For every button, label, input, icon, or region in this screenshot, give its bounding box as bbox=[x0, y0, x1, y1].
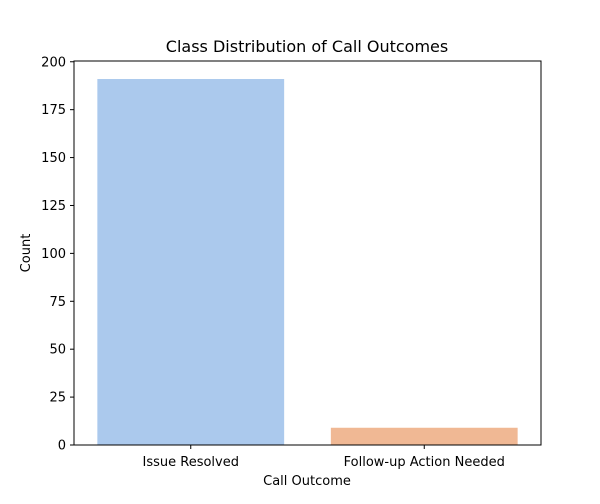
y-tick-label: 50 bbox=[49, 343, 66, 358]
x-tick-label: Issue Resolved bbox=[143, 455, 239, 470]
y-tick-label: 0 bbox=[58, 439, 66, 454]
y-tick-label: 175 bbox=[41, 103, 66, 118]
x-axis: Issue Resolved Follow-up Action Needed bbox=[143, 445, 505, 470]
y-tick-label: 200 bbox=[41, 55, 66, 70]
bars-layer bbox=[97, 79, 518, 446]
y-tick-label: 100 bbox=[41, 247, 66, 262]
y-tick-label: 75 bbox=[49, 295, 66, 310]
y-tick-label: 25 bbox=[49, 391, 66, 406]
y-axis: 0 25 50 75 100 125 150 175 200 bbox=[41, 55, 74, 454]
y-axis-label: Count bbox=[19, 234, 34, 273]
bar-0 bbox=[97, 79, 285, 446]
chart-title: Class Distribution of Call Outcomes bbox=[166, 37, 448, 56]
x-axis-label: Call Outcome bbox=[263, 474, 351, 489]
bar-1 bbox=[330, 427, 518, 445]
x-tick-label: Follow-up Action Needed bbox=[344, 455, 505, 470]
y-tick-label: 125 bbox=[41, 199, 66, 214]
y-tick-label: 150 bbox=[41, 151, 66, 166]
